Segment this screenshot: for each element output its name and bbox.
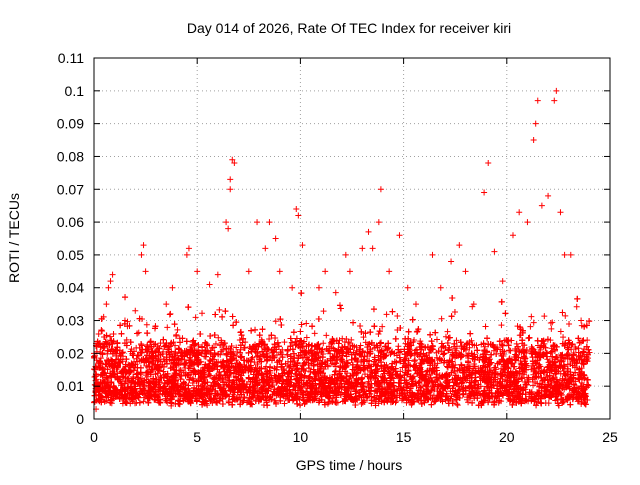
data-point <box>312 330 318 336</box>
data-point <box>439 316 445 322</box>
data-point <box>548 320 554 326</box>
data-point <box>541 313 547 319</box>
data-point <box>558 329 564 335</box>
data-point <box>164 324 170 330</box>
data-point <box>304 335 310 341</box>
data-point <box>445 329 451 335</box>
data-points <box>91 88 592 412</box>
data-point <box>320 340 326 346</box>
data-point <box>158 340 164 346</box>
data-point <box>193 314 199 320</box>
data-point <box>215 335 221 341</box>
data-point <box>384 311 390 317</box>
data-point <box>99 328 105 334</box>
data-point <box>527 324 533 330</box>
data-point <box>548 326 554 332</box>
data-point <box>144 322 150 328</box>
data-point <box>167 312 173 318</box>
data-point <box>141 398 147 404</box>
data-point <box>303 320 309 326</box>
data-point <box>562 313 568 319</box>
data-point <box>544 356 550 362</box>
data-point <box>546 400 552 406</box>
data-point <box>167 311 173 317</box>
data-point <box>281 339 287 345</box>
data-point <box>560 334 566 340</box>
data-point <box>175 327 181 333</box>
data-point <box>375 331 381 337</box>
data-point <box>528 314 534 320</box>
data-point <box>514 341 520 347</box>
data-point <box>96 331 102 337</box>
data-point <box>323 332 329 338</box>
data-point <box>333 290 339 296</box>
data-point <box>107 334 113 340</box>
data-point <box>498 322 504 328</box>
data-point <box>216 307 222 313</box>
data-point <box>321 308 327 314</box>
chart-title: Day 014 of 2026, Rate Of TEC Index for r… <box>187 20 511 36</box>
data-point <box>434 337 440 343</box>
data-point <box>394 313 400 319</box>
data-point <box>199 310 205 316</box>
data-point <box>574 304 580 310</box>
data-point <box>531 320 537 326</box>
